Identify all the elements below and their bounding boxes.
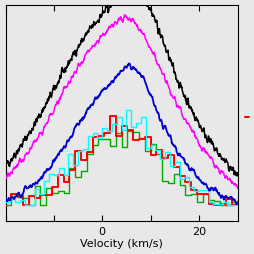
X-axis label: Velocity (km/s): Velocity (km/s) bbox=[80, 239, 162, 248]
